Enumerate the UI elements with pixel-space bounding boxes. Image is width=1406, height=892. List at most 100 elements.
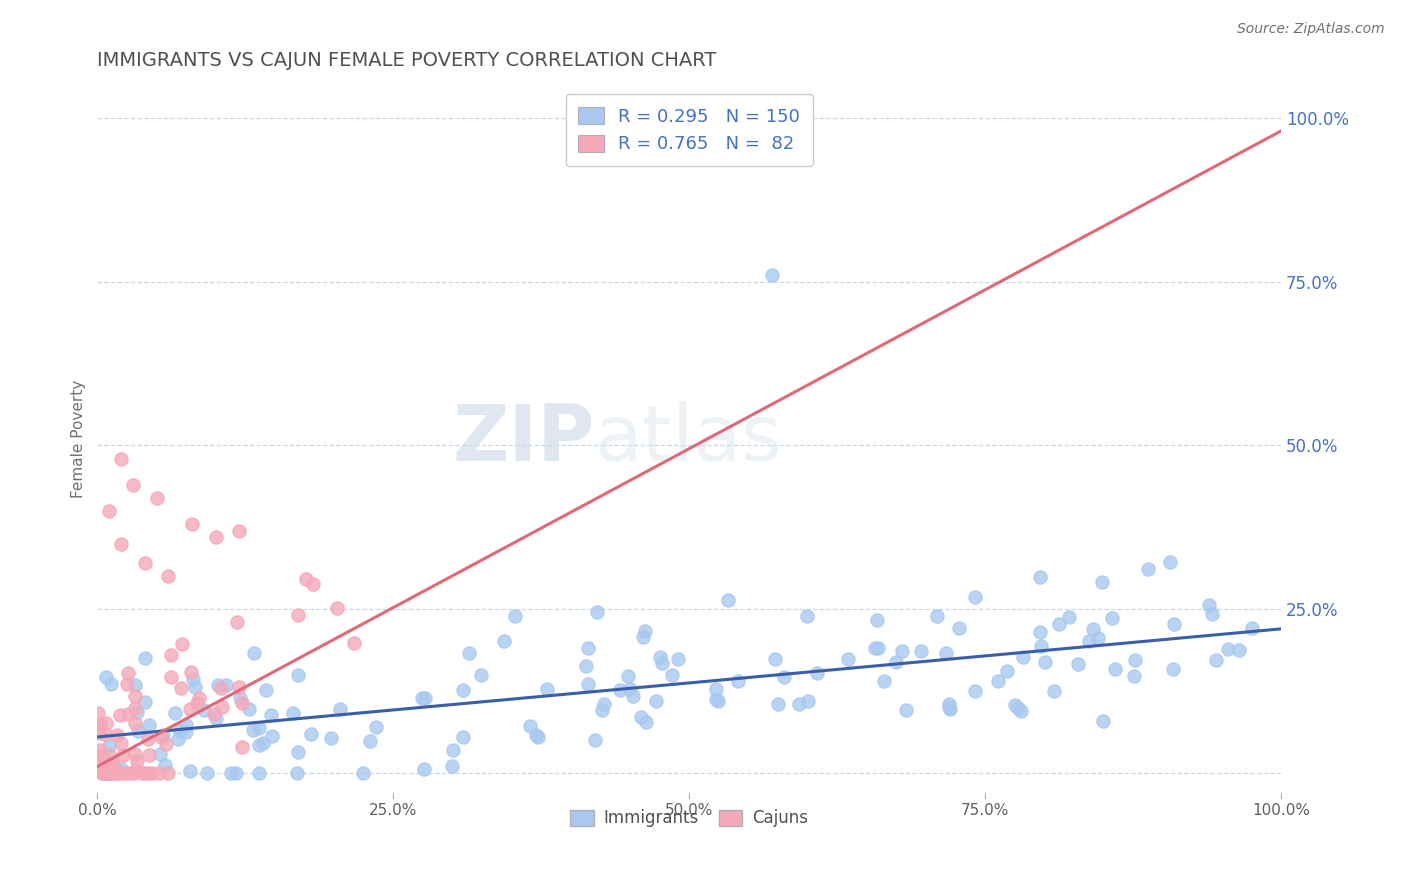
Point: [93, 751, 115, 765]
Point: [441, 743, 464, 757]
Point: [287, 668, 309, 682]
Point: [225, 766, 247, 780]
Point: [591, 703, 613, 717]
Point: [134, 557, 156, 571]
Point: [910, 644, 932, 658]
Point: [873, 673, 896, 688]
Point: [1078, 634, 1101, 648]
Point: [101, 766, 124, 780]
Point: [1029, 624, 1052, 639]
Point: [124, 701, 146, 715]
Point: [141, 766, 163, 780]
Legend: Immigrants, Cajuns: Immigrants, Cajuns: [564, 803, 815, 834]
Point: [806, 665, 828, 680]
Point: [134, 650, 156, 665]
Point: [666, 652, 689, 666]
Point: [609, 682, 631, 697]
Point: [413, 691, 436, 706]
Point: [153, 758, 176, 772]
Point: [865, 640, 887, 655]
Point: [583, 733, 606, 747]
Point: [226, 615, 249, 630]
Point: [651, 657, 673, 671]
Point: [125, 763, 148, 777]
Point: [155, 737, 177, 751]
Point: [120, 766, 142, 780]
Point: [238, 702, 260, 716]
Point: [1087, 631, 1109, 645]
Point: [578, 640, 600, 655]
Point: [110, 736, 132, 750]
Point: [87, 726, 110, 740]
Point: [527, 731, 550, 745]
Point: [616, 669, 638, 683]
Point: [470, 668, 492, 682]
Point: [166, 731, 188, 746]
Point: [117, 707, 139, 722]
Point: [1159, 555, 1181, 569]
Point: [1049, 616, 1071, 631]
Point: [661, 668, 683, 682]
Point: [117, 665, 139, 680]
Point: [766, 697, 789, 711]
Point: [138, 732, 160, 747]
Point: [260, 707, 283, 722]
Point: [247, 738, 270, 752]
Point: [231, 696, 253, 710]
Point: [98, 747, 121, 762]
Point: [94, 766, 117, 780]
Point: [186, 697, 208, 711]
Point: [772, 670, 794, 684]
Point: [110, 537, 132, 551]
Point: [963, 684, 986, 698]
Point: [761, 268, 783, 282]
Point: [89, 716, 111, 731]
Point: [127, 705, 149, 719]
Text: ZIP: ZIP: [453, 401, 595, 477]
Point: [884, 655, 907, 669]
Point: [100, 756, 122, 771]
Point: [1163, 617, 1185, 632]
Point: [229, 691, 252, 706]
Point: [127, 723, 149, 738]
Point: [536, 682, 558, 697]
Point: [105, 766, 128, 780]
Point: [1007, 701, 1029, 715]
Point: [98, 504, 121, 518]
Point: [110, 763, 132, 777]
Point: [209, 681, 232, 695]
Point: [165, 706, 187, 720]
Point: [122, 766, 145, 780]
Point: [228, 524, 250, 538]
Point: [181, 517, 204, 532]
Point: [1090, 574, 1112, 589]
Point: [295, 572, 318, 586]
Point: [215, 677, 238, 691]
Point: [145, 491, 167, 505]
Point: [93, 766, 115, 780]
Point: [1104, 662, 1126, 676]
Point: [187, 691, 209, 706]
Point: [94, 766, 117, 780]
Point: [159, 670, 181, 684]
Point: [134, 766, 156, 780]
Point: [492, 633, 515, 648]
Point: [98, 739, 121, 754]
Point: [100, 760, 122, 774]
Point: [87, 717, 110, 731]
Point: [285, 766, 308, 780]
Point: [91, 763, 114, 777]
Point: [100, 677, 122, 691]
Point: [411, 690, 433, 705]
Point: [98, 766, 121, 780]
Point: [231, 740, 253, 755]
Point: [364, 720, 387, 734]
Point: [94, 727, 117, 741]
Point: [575, 658, 598, 673]
Point: [110, 766, 132, 780]
Point: [211, 700, 233, 714]
Point: [94, 715, 117, 730]
Point: [1012, 650, 1035, 665]
Point: [1059, 610, 1081, 624]
Point: [634, 715, 657, 730]
